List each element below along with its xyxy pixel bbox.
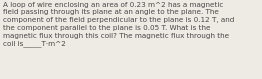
Text: A loop of wire enclosing an area of 0.23 m^2 has a magnetic
field passing throug: A loop of wire enclosing an area of 0.23…: [3, 2, 234, 47]
